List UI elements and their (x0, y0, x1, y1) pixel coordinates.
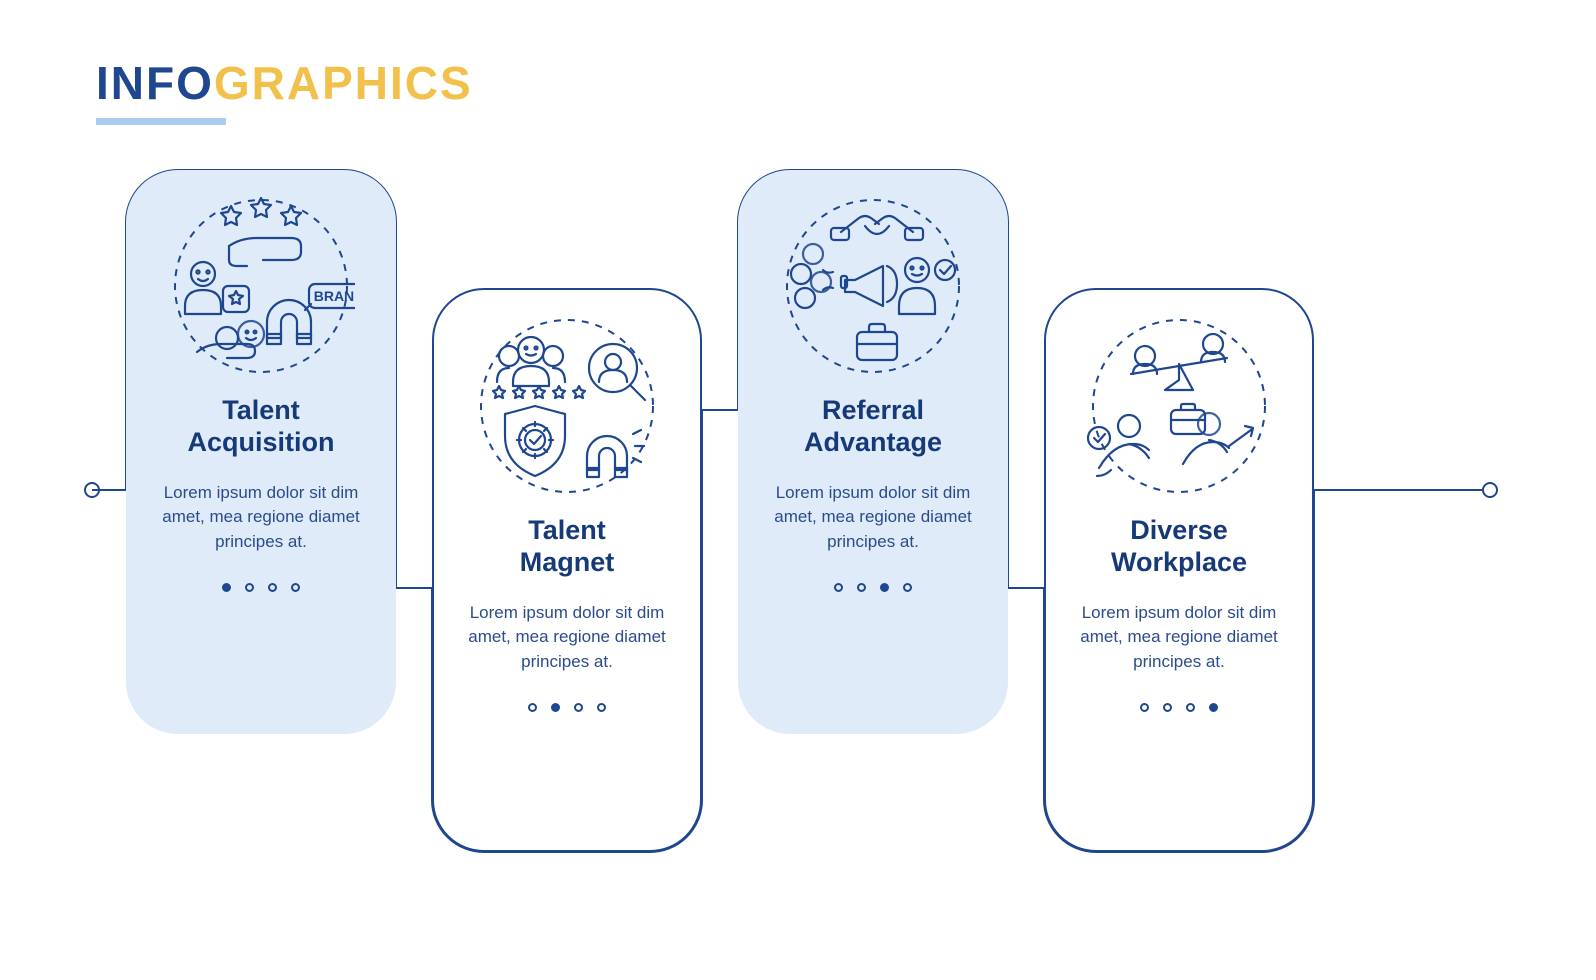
progress-dot (834, 583, 843, 592)
acquisition-icon (167, 192, 355, 380)
card-body: Lorem ipsum dolor sit dim amet, mea regi… (760, 481, 986, 555)
progress-dot (291, 583, 300, 592)
card-title: TalentMagnet (456, 514, 678, 579)
card-body: Lorem ipsum dolor sit dim amet, mea regi… (1068, 601, 1290, 675)
progress-dot (880, 583, 889, 592)
progress-dots (760, 583, 986, 592)
progress-dots (456, 703, 678, 712)
progress-dots (1068, 703, 1290, 712)
progress-dot (1186, 703, 1195, 712)
magnet-icon (473, 312, 661, 500)
progress-dots (148, 583, 374, 592)
card-talent-acquisition: TalentAcquisition Lorem ipsum dolor sit d… (126, 170, 396, 734)
referral-icon (779, 192, 967, 380)
progress-dot (245, 583, 254, 592)
progress-dot (574, 703, 583, 712)
diverse-icon (1085, 312, 1273, 500)
progress-dot (903, 583, 912, 592)
card-talent-magnet: TalentMagnet Lorem ipsum dolor sit dim am… (432, 288, 702, 852)
progress-dot (268, 583, 277, 592)
progress-dot (1140, 703, 1149, 712)
progress-dot (222, 583, 231, 592)
card-title: ReferralAdvantage (760, 394, 986, 459)
progress-dot (528, 703, 537, 712)
progress-dot (857, 583, 866, 592)
progress-dot (597, 703, 606, 712)
card-referral-advantage: ReferralAdvantage Lorem ipsum dolor sit d… (738, 170, 1008, 734)
card-diverse-workplace: DiverseWorkplace Lorem ipsum dolor sit di… (1044, 288, 1314, 852)
card-title: TalentAcquisition (148, 394, 374, 459)
card-body: Lorem ipsum dolor sit dim amet, mea regi… (456, 601, 678, 675)
progress-dot (1209, 703, 1218, 712)
card-title: DiverseWorkplace (1068, 514, 1290, 579)
progress-dot (1163, 703, 1172, 712)
card-body: Lorem ipsum dolor sit dim amet, mea regi… (148, 481, 374, 555)
progress-dot (551, 703, 560, 712)
